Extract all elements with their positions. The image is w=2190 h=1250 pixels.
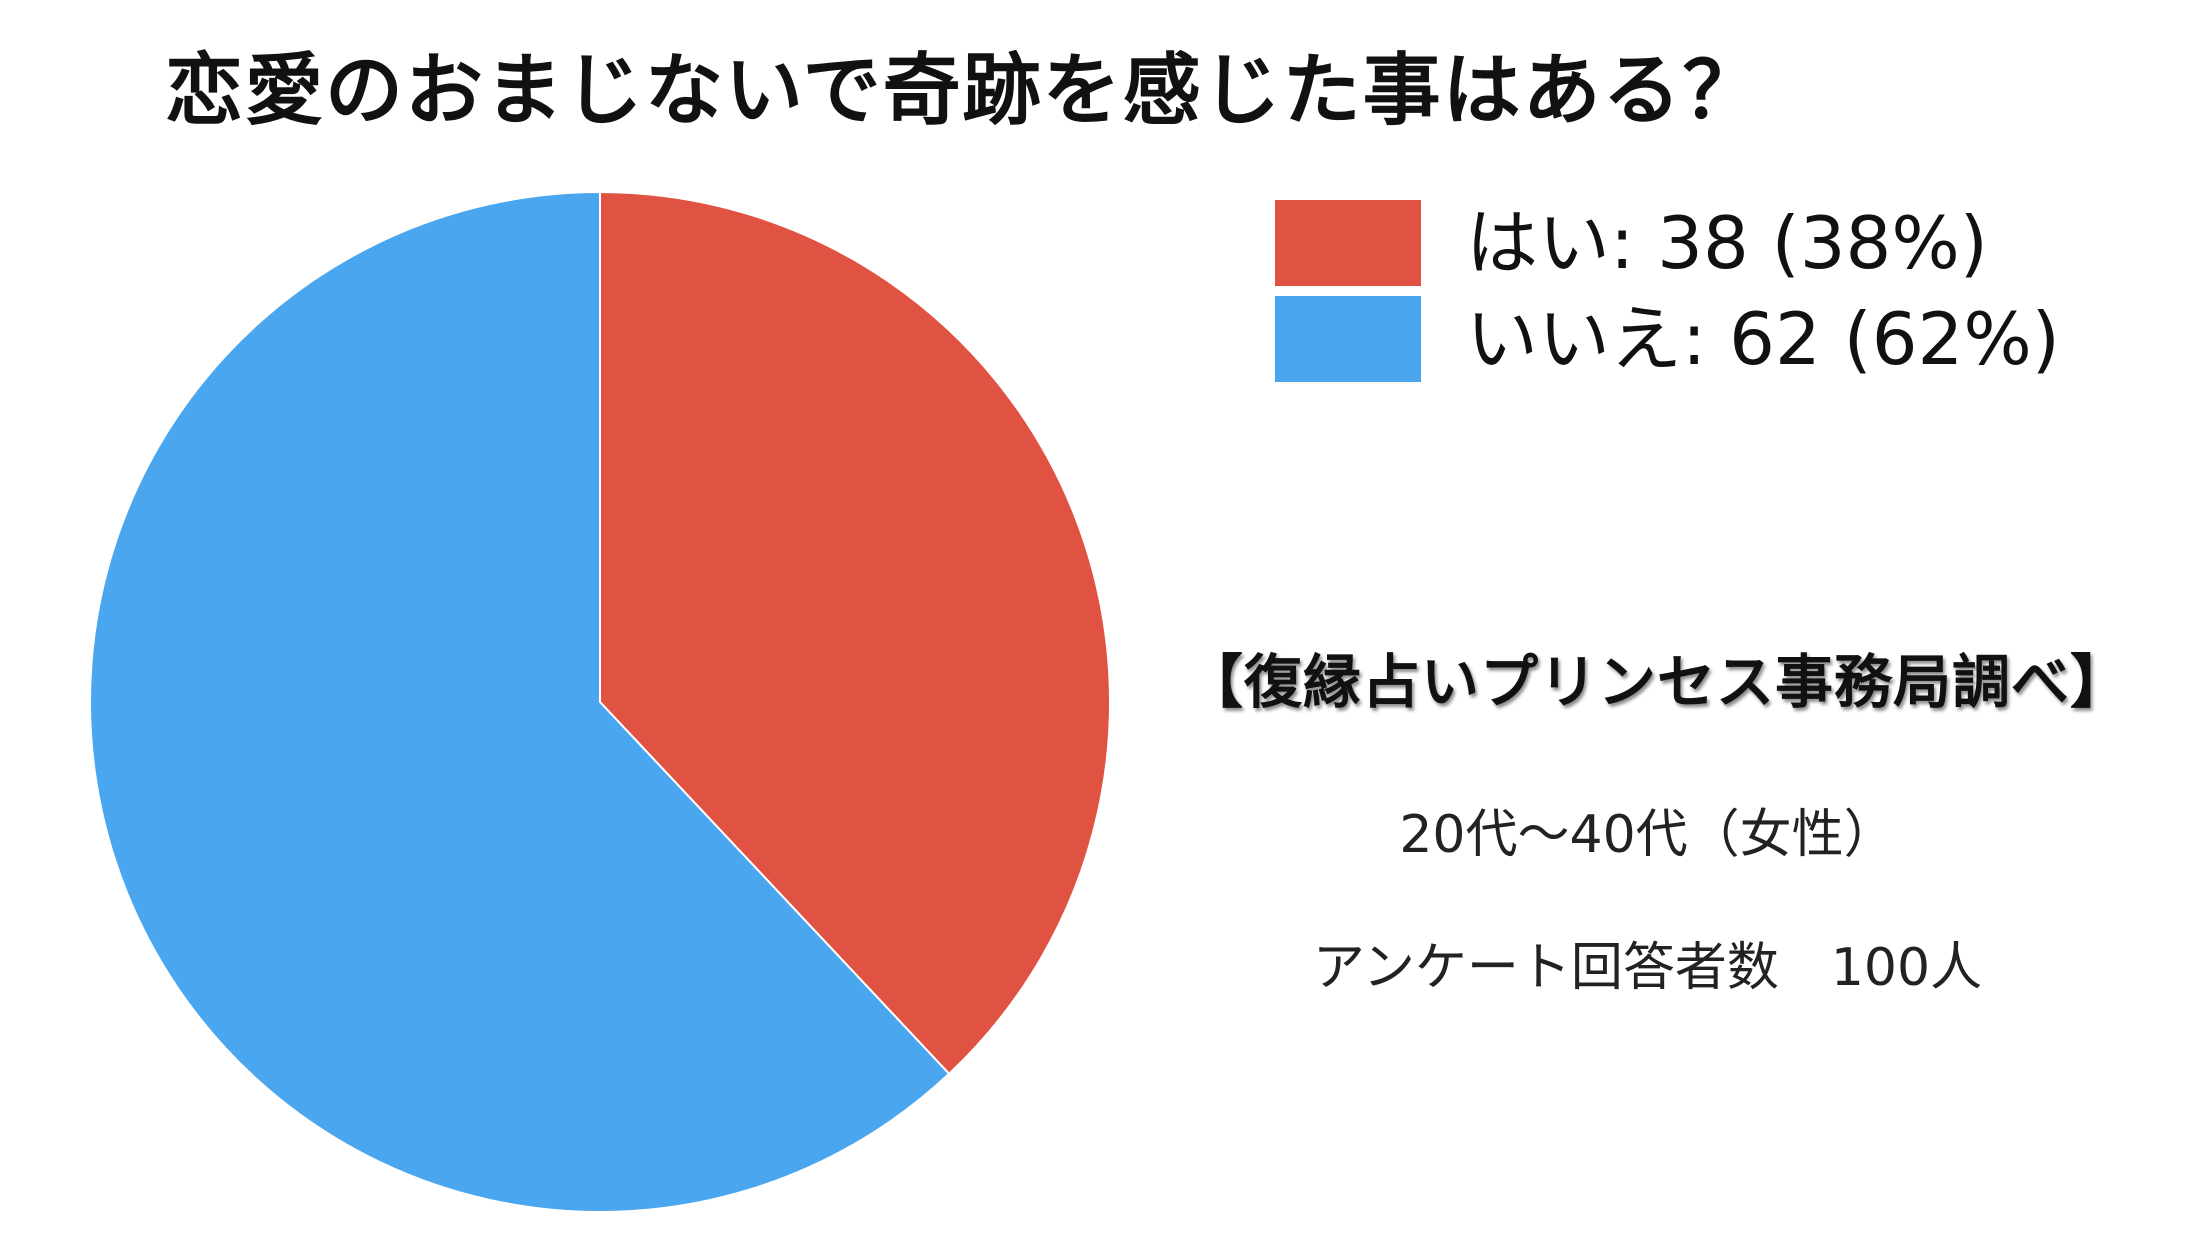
legend: はい: 38 (38%) いいえ: 62 (62%) xyxy=(1275,200,2060,392)
respondents-note: アンケート回答者数 100人 xyxy=(1312,938,1983,998)
legend-item-no: いいえ: 62 (62%) xyxy=(1275,296,2060,382)
legend-swatch-yes xyxy=(1275,200,1421,286)
pie-slice-yes xyxy=(599,190,1111,1076)
chart-title: 恋愛のおまじないで奇跡を感じた事はある？ xyxy=(165,46,1763,136)
legend-swatch-no xyxy=(1275,296,1421,382)
source-note: 【復縁占いプリンセス事務局調べ】 xyxy=(1185,648,2130,716)
legend-item-yes: はい: 38 (38%) xyxy=(1275,200,2060,286)
demographic-note: 20代〜40代（女性） xyxy=(1399,805,1896,865)
pie-slice-no xyxy=(89,190,951,1213)
legend-label-no: いいえ: 62 (62%) xyxy=(1466,297,2060,381)
legend-label-yes: はい: 38 (38%) xyxy=(1466,201,1988,285)
